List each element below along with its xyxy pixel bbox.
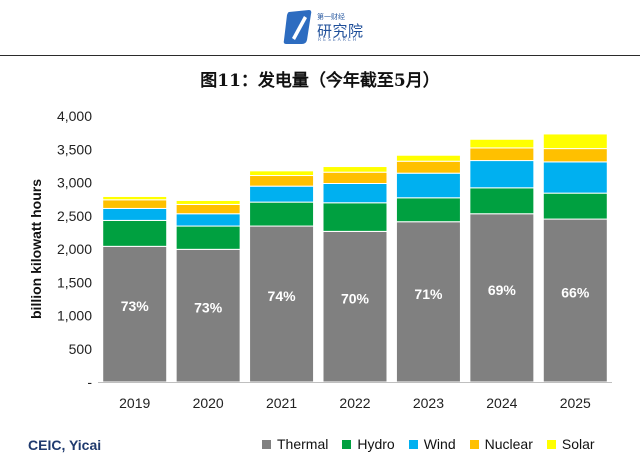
data-label-2024: 69% <box>488 282 517 298</box>
bar-hydro-2025 <box>542 192 608 220</box>
y-tick-label: 4,000 <box>57 108 92 124</box>
bar-nuclear-2025 <box>542 148 608 163</box>
x-tick-label: 2021 <box>266 395 297 411</box>
legend-label: Thermal <box>277 436 329 452</box>
y-tick-label: 2,000 <box>57 241 92 257</box>
bar-nuclear-2020 <box>175 203 241 215</box>
bar-hydro-2023 <box>395 197 461 223</box>
bar-wind-2022 <box>322 182 388 204</box>
bar-thermal-2024 <box>469 213 535 383</box>
bar-thermal-2025 <box>542 218 608 383</box>
bar-solar-2020 <box>175 199 241 205</box>
legend-label: Wind <box>423 436 456 452</box>
bar-hydro-2019 <box>102 219 168 247</box>
bar-hydro-2021 <box>249 201 315 227</box>
bar-hydro-2024 <box>469 187 535 215</box>
legend: Thermal Hydro Wind Nuclear Solar <box>262 436 595 452</box>
bar-solar-2023 <box>395 154 461 162</box>
bar-nuclear-2022 <box>322 171 388 184</box>
data-label-2021: 74% <box>268 288 297 304</box>
bar-solar-2024 <box>469 138 535 149</box>
legend-item-thermal: Thermal <box>262 436 328 452</box>
data-label-2025: 66% <box>561 285 590 301</box>
y-axis-label: billion kilowatt hours <box>28 179 44 319</box>
x-tick-label: 2024 <box>486 395 517 411</box>
x-tick-label: 2025 <box>560 395 591 411</box>
legend-swatch <box>469 439 479 449</box>
bar-nuclear-2019 <box>102 199 168 209</box>
y-tick-label: 3,500 <box>57 141 92 157</box>
logo-name-text: 研究院 <box>317 22 364 40</box>
bar-nuclear-2024 <box>469 147 535 162</box>
bar-solar-2022 <box>322 166 388 173</box>
y-tick-label: 1,000 <box>57 308 92 324</box>
legend-label: Hydro <box>357 436 395 452</box>
bar-thermal-2021 <box>249 225 315 383</box>
bar-solar-2019 <box>102 195 168 201</box>
bar-hydro-2020 <box>175 225 241 250</box>
bar-thermal-2023 <box>395 221 461 383</box>
x-tick-label: 2023 <box>413 395 444 411</box>
legend-swatch <box>408 439 418 449</box>
bar-nuclear-2021 <box>249 175 315 187</box>
header: 第一财经 研究院 RESEARCH <box>0 0 640 56</box>
legend-label: Solar <box>561 436 595 452</box>
legend-swatch <box>546 439 556 449</box>
legend-swatch <box>262 439 271 449</box>
bar-solar-2021 <box>249 170 315 177</box>
legend-item-nuclear: Nuclear <box>469 436 533 452</box>
bar-wind-2025 <box>542 161 608 194</box>
legend-item-wind: Wind <box>408 436 456 452</box>
source-note: CEIC, Yicai <box>28 437 102 453</box>
legend-swatch <box>342 439 352 449</box>
y-tick-label: 2,500 <box>57 208 92 224</box>
x-tick-label: 2020 <box>193 395 224 411</box>
y-tick-label: 3,000 <box>57 175 92 191</box>
logo-top-text: 第一财经 <box>317 13 345 21</box>
bar-hydro-2022 <box>322 202 388 232</box>
bar-wind-2020 <box>175 213 241 227</box>
chart: - 500 1,000 1,500 2,000 2,500 3,000 3,500 4,000 b… <box>28 108 612 411</box>
x-tick-label: 2019 <box>119 395 150 411</box>
header-divider <box>0 55 640 56</box>
bar-solar-2025 <box>542 133 608 150</box>
bar-wind-2024 <box>469 160 535 189</box>
logo: 第一财经 研究院 RESEARCH <box>283 6 371 50</box>
bar-wind-2023 <box>395 172 461 199</box>
y-tick-label: 1,500 <box>57 274 92 290</box>
data-label-2019: 73% <box>121 298 150 314</box>
logo-sub-text: RESEARCH <box>318 38 359 43</box>
data-label-2020: 73% <box>194 300 223 316</box>
y-tick-label: 500 <box>69 341 93 357</box>
legend-item-hydro: Hydro <box>342 436 395 452</box>
data-label-2023: 71% <box>414 286 443 302</box>
legend-item-solar: Solar <box>546 436 595 452</box>
bar-thermal-2019 <box>102 245 168 383</box>
logo-icon <box>283 10 312 44</box>
bar-wind-2019 <box>102 207 168 221</box>
bar-thermal-2022 <box>322 230 388 383</box>
bar-nuclear-2023 <box>395 160 461 174</box>
data-label-2022: 70% <box>341 291 370 307</box>
legend-label: Nuclear <box>484 436 533 452</box>
chart-title: 图11：发电量（今年截至5月） <box>200 71 440 91</box>
y-tick-label: - <box>87 374 92 390</box>
bar-wind-2021 <box>249 185 315 203</box>
x-tick-label: 2022 <box>339 395 370 411</box>
